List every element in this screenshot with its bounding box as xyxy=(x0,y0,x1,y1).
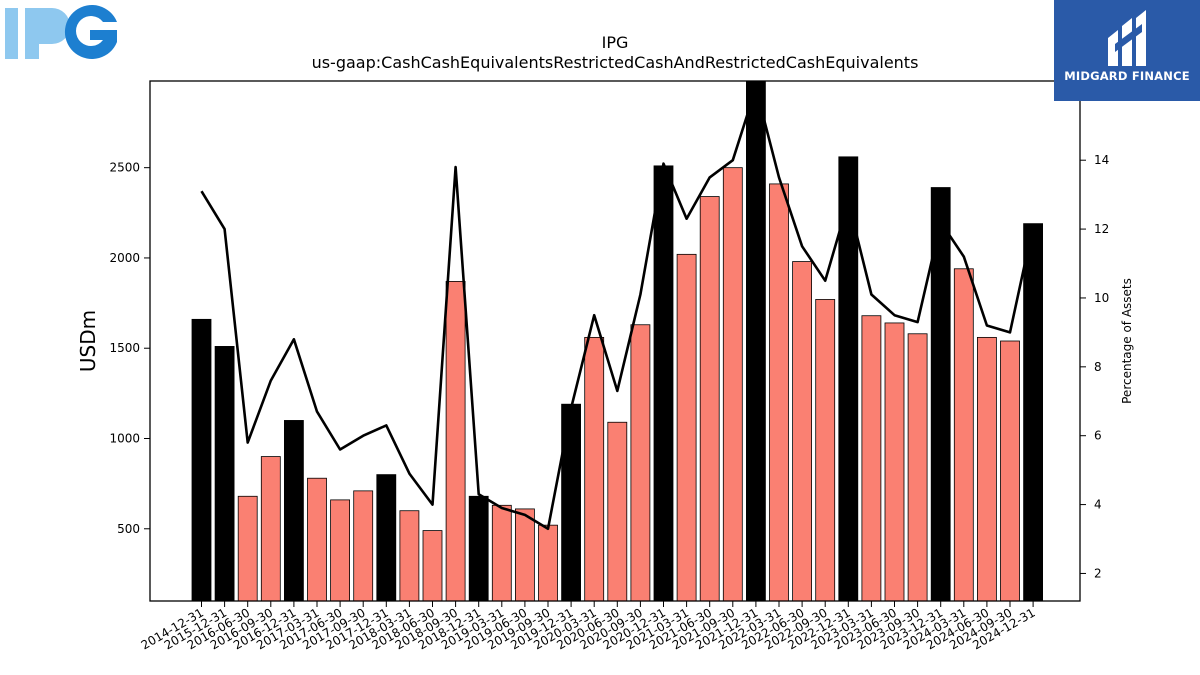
ipg-logo-g xyxy=(64,5,117,60)
bar-2014-12-31 xyxy=(191,318,212,602)
x-axis-ticks: 2014-12-312015-12-312016-06-302016-09-30… xyxy=(139,601,1038,652)
bar-2019-12-31 xyxy=(561,403,581,602)
bar-2022-09-30 xyxy=(815,299,836,602)
plot-frame xyxy=(149,80,1081,602)
bar-2021-09-30 xyxy=(722,167,743,602)
bar-2020-03-31 xyxy=(584,336,605,602)
bar-2019-09-30 xyxy=(538,524,558,602)
bar-2021-12-31 xyxy=(746,80,766,602)
y2-axis-label: Percentage of Assets xyxy=(1120,278,1134,404)
bar-2022-06-30 xyxy=(792,261,812,602)
bar-2018-12-31 xyxy=(468,495,489,602)
bar-2015-12-31 xyxy=(214,346,235,602)
bar-2016-06-30 xyxy=(237,495,258,602)
y2-tick-label: 14 xyxy=(1094,153,1109,167)
bar-2023-03-31 xyxy=(861,315,882,602)
y2-tick-label: 10 xyxy=(1094,291,1109,305)
bar-2024-09-30 xyxy=(1000,340,1020,602)
bar-2018-03-31 xyxy=(399,510,420,602)
bar-2023-09-30 xyxy=(907,333,928,602)
bar-2020-06-30 xyxy=(607,421,628,602)
bar-2020-09-30 xyxy=(630,324,651,602)
bar-series xyxy=(191,80,1043,602)
ipg-logo-p xyxy=(25,8,70,59)
midgard-emblem-icon xyxy=(1108,10,1146,66)
y-tick-label: 500 xyxy=(117,522,140,536)
bar-2019-06-30 xyxy=(515,508,535,602)
bar-2017-03-31 xyxy=(307,477,327,602)
y2-tick-label: 4 xyxy=(1094,498,1102,512)
y2-tick-label: 8 xyxy=(1094,360,1102,374)
bar-2017-12-31 xyxy=(376,474,397,602)
bar-2024-03-31 xyxy=(953,268,974,602)
y-axis-label: USDm xyxy=(76,310,100,372)
y2-tick-label: 12 xyxy=(1094,222,1109,236)
y2-tick-label: 2 xyxy=(1094,566,1102,580)
midgard-brand-text: MIDGARD FINANCE xyxy=(1064,69,1190,83)
y2-axis-ticks: 2 4 6 8 10 12 14 xyxy=(1080,153,1109,580)
chart-subtitle: us-gaap:CashCashEquivalentsRestrictedCas… xyxy=(312,53,919,72)
y-axis-ticks: 500 1000 1500 2000 2500 xyxy=(109,161,150,536)
bar-2022-03-31 xyxy=(769,183,789,602)
bar-2016-12-31 xyxy=(283,420,304,602)
bar-2021-03-31 xyxy=(676,253,697,602)
bar-2020-12-31 xyxy=(653,165,674,602)
chart-title: IPG xyxy=(602,33,629,52)
bar-2024-06-30 xyxy=(977,336,997,602)
midgard-finance-logo: MIDGARD FINANCE xyxy=(1054,0,1200,101)
y-tick-label: 2500 xyxy=(109,161,140,175)
bar-2021-06-30 xyxy=(699,196,720,602)
bar-2018-06-30 xyxy=(422,530,443,602)
bar-2018-09-30 xyxy=(445,281,466,602)
y-tick-label: 1000 xyxy=(109,432,140,446)
y2-tick-label: 6 xyxy=(1094,429,1102,443)
bar-2019-03-31 xyxy=(491,504,512,602)
bar-2017-09-30 xyxy=(353,490,374,602)
bar-2024-12-31 xyxy=(1023,223,1043,602)
ipg-logo-i xyxy=(5,8,18,59)
y-tick-label: 2000 xyxy=(109,251,140,265)
bar-2016-09-30 xyxy=(260,456,281,602)
percentage-line xyxy=(200,86,1035,531)
bar-2023-06-30 xyxy=(884,322,905,602)
bar-2017-06-30 xyxy=(330,499,351,602)
y-tick-label: 1500 xyxy=(109,341,140,355)
ipg-logo xyxy=(0,0,125,70)
